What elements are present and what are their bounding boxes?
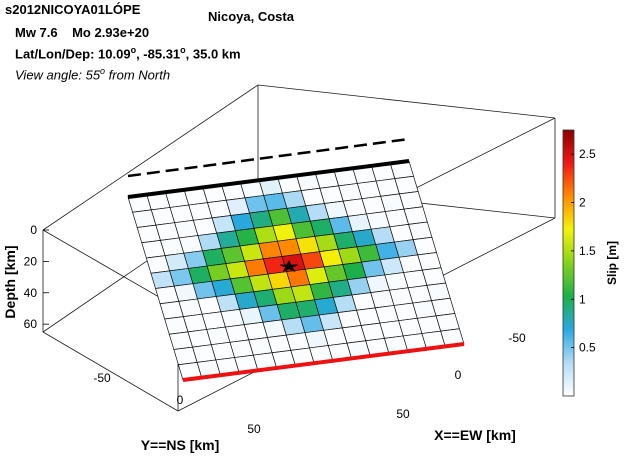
colorbar-label: Slip [m] [605, 241, 619, 285]
y-axis-label: Y==NS [km] [141, 437, 220, 453]
fault-surface-trace [127, 137, 410, 178]
event-id: s2012NICOYA01LÓPE [5, 2, 141, 17]
hypocenter-star [280, 260, 298, 273]
view-angle-label: View angle: 55o from North [15, 66, 171, 83]
colorbar-tick-label-0: 0.5 [579, 341, 596, 355]
colorbar: 0.5 1 1.5 2 2.5 Slip [m] [562, 129, 619, 397]
fault-bottom-edge [182, 342, 465, 382]
colorbar-tick-label-3: 2 [579, 196, 586, 210]
y-tick-label-1: 0 [177, 393, 184, 407]
x-axis-label: X==EW [km] [434, 427, 516, 443]
slip-cell-5-14 [412, 236, 437, 256]
x-tick-label-1: 0 [455, 368, 462, 382]
fault-slip-patches [127, 160, 465, 381]
colorbar-tick-label-1: 1 [579, 292, 586, 306]
hypocenter-label: Lat/Lon/Dep: 10.09o, -85.31o, 35.0 km [15, 45, 241, 62]
colorbar-tick-label-4: 2.5 [579, 147, 596, 161]
slip-cell-7-14 [421, 267, 447, 286]
slip-cell-4-14 [408, 221, 433, 241]
z-tick-label-0: 0 [30, 223, 37, 237]
x-tick-label-2: 50 [396, 407, 410, 421]
fault-top-edge [127, 159, 410, 199]
slip-cell-9-14 [431, 297, 456, 317]
x-tick-label-0: -50 [508, 331, 526, 345]
colorbar-tick-label-2: 1.5 [579, 244, 596, 258]
fault-edges [127, 137, 465, 382]
slip-cell-2-14 [398, 191, 424, 210]
magnitude-label: Mw 7.6 Mo 2.93e+20 [15, 25, 149, 40]
y-tick-label-2: 50 [247, 422, 261, 436]
axis-ticks: 0 20 40 60 -50 0 50 -50 0 50 [24, 223, 526, 436]
box-edge-3 [42, 229, 179, 309]
axis-labels: Y==NS [km] X==EW [km] Depth [km] [2, 245, 516, 453]
z-tick-label-2: 40 [24, 286, 38, 300]
box-edge-1 [42, 331, 179, 412]
z-tick-label-3: 60 [24, 317, 38, 331]
box-edge-4 [42, 84, 259, 231]
magnitude: Mw 7.6 [15, 25, 58, 40]
slip-cell-3-14 [403, 206, 428, 225]
hypocenter-marker [280, 260, 298, 273]
y-tick-label-0: -50 [93, 371, 111, 385]
colorbar-scale [562, 129, 575, 397]
moment: Mo 2.93e+20 [72, 25, 150, 40]
z-axis-label: Depth [km] [2, 245, 18, 318]
box-edge-8 [257, 84, 556, 119]
z-tick-label-1: 20 [24, 254, 38, 268]
slip-cell-6-14 [417, 252, 442, 271]
location-label: Nicoya, Costa [208, 9, 294, 24]
slip-cell-1-14 [394, 175, 419, 195]
slip-cell-10-14 [435, 313, 460, 332]
slip-cell-8-14 [426, 282, 451, 302]
